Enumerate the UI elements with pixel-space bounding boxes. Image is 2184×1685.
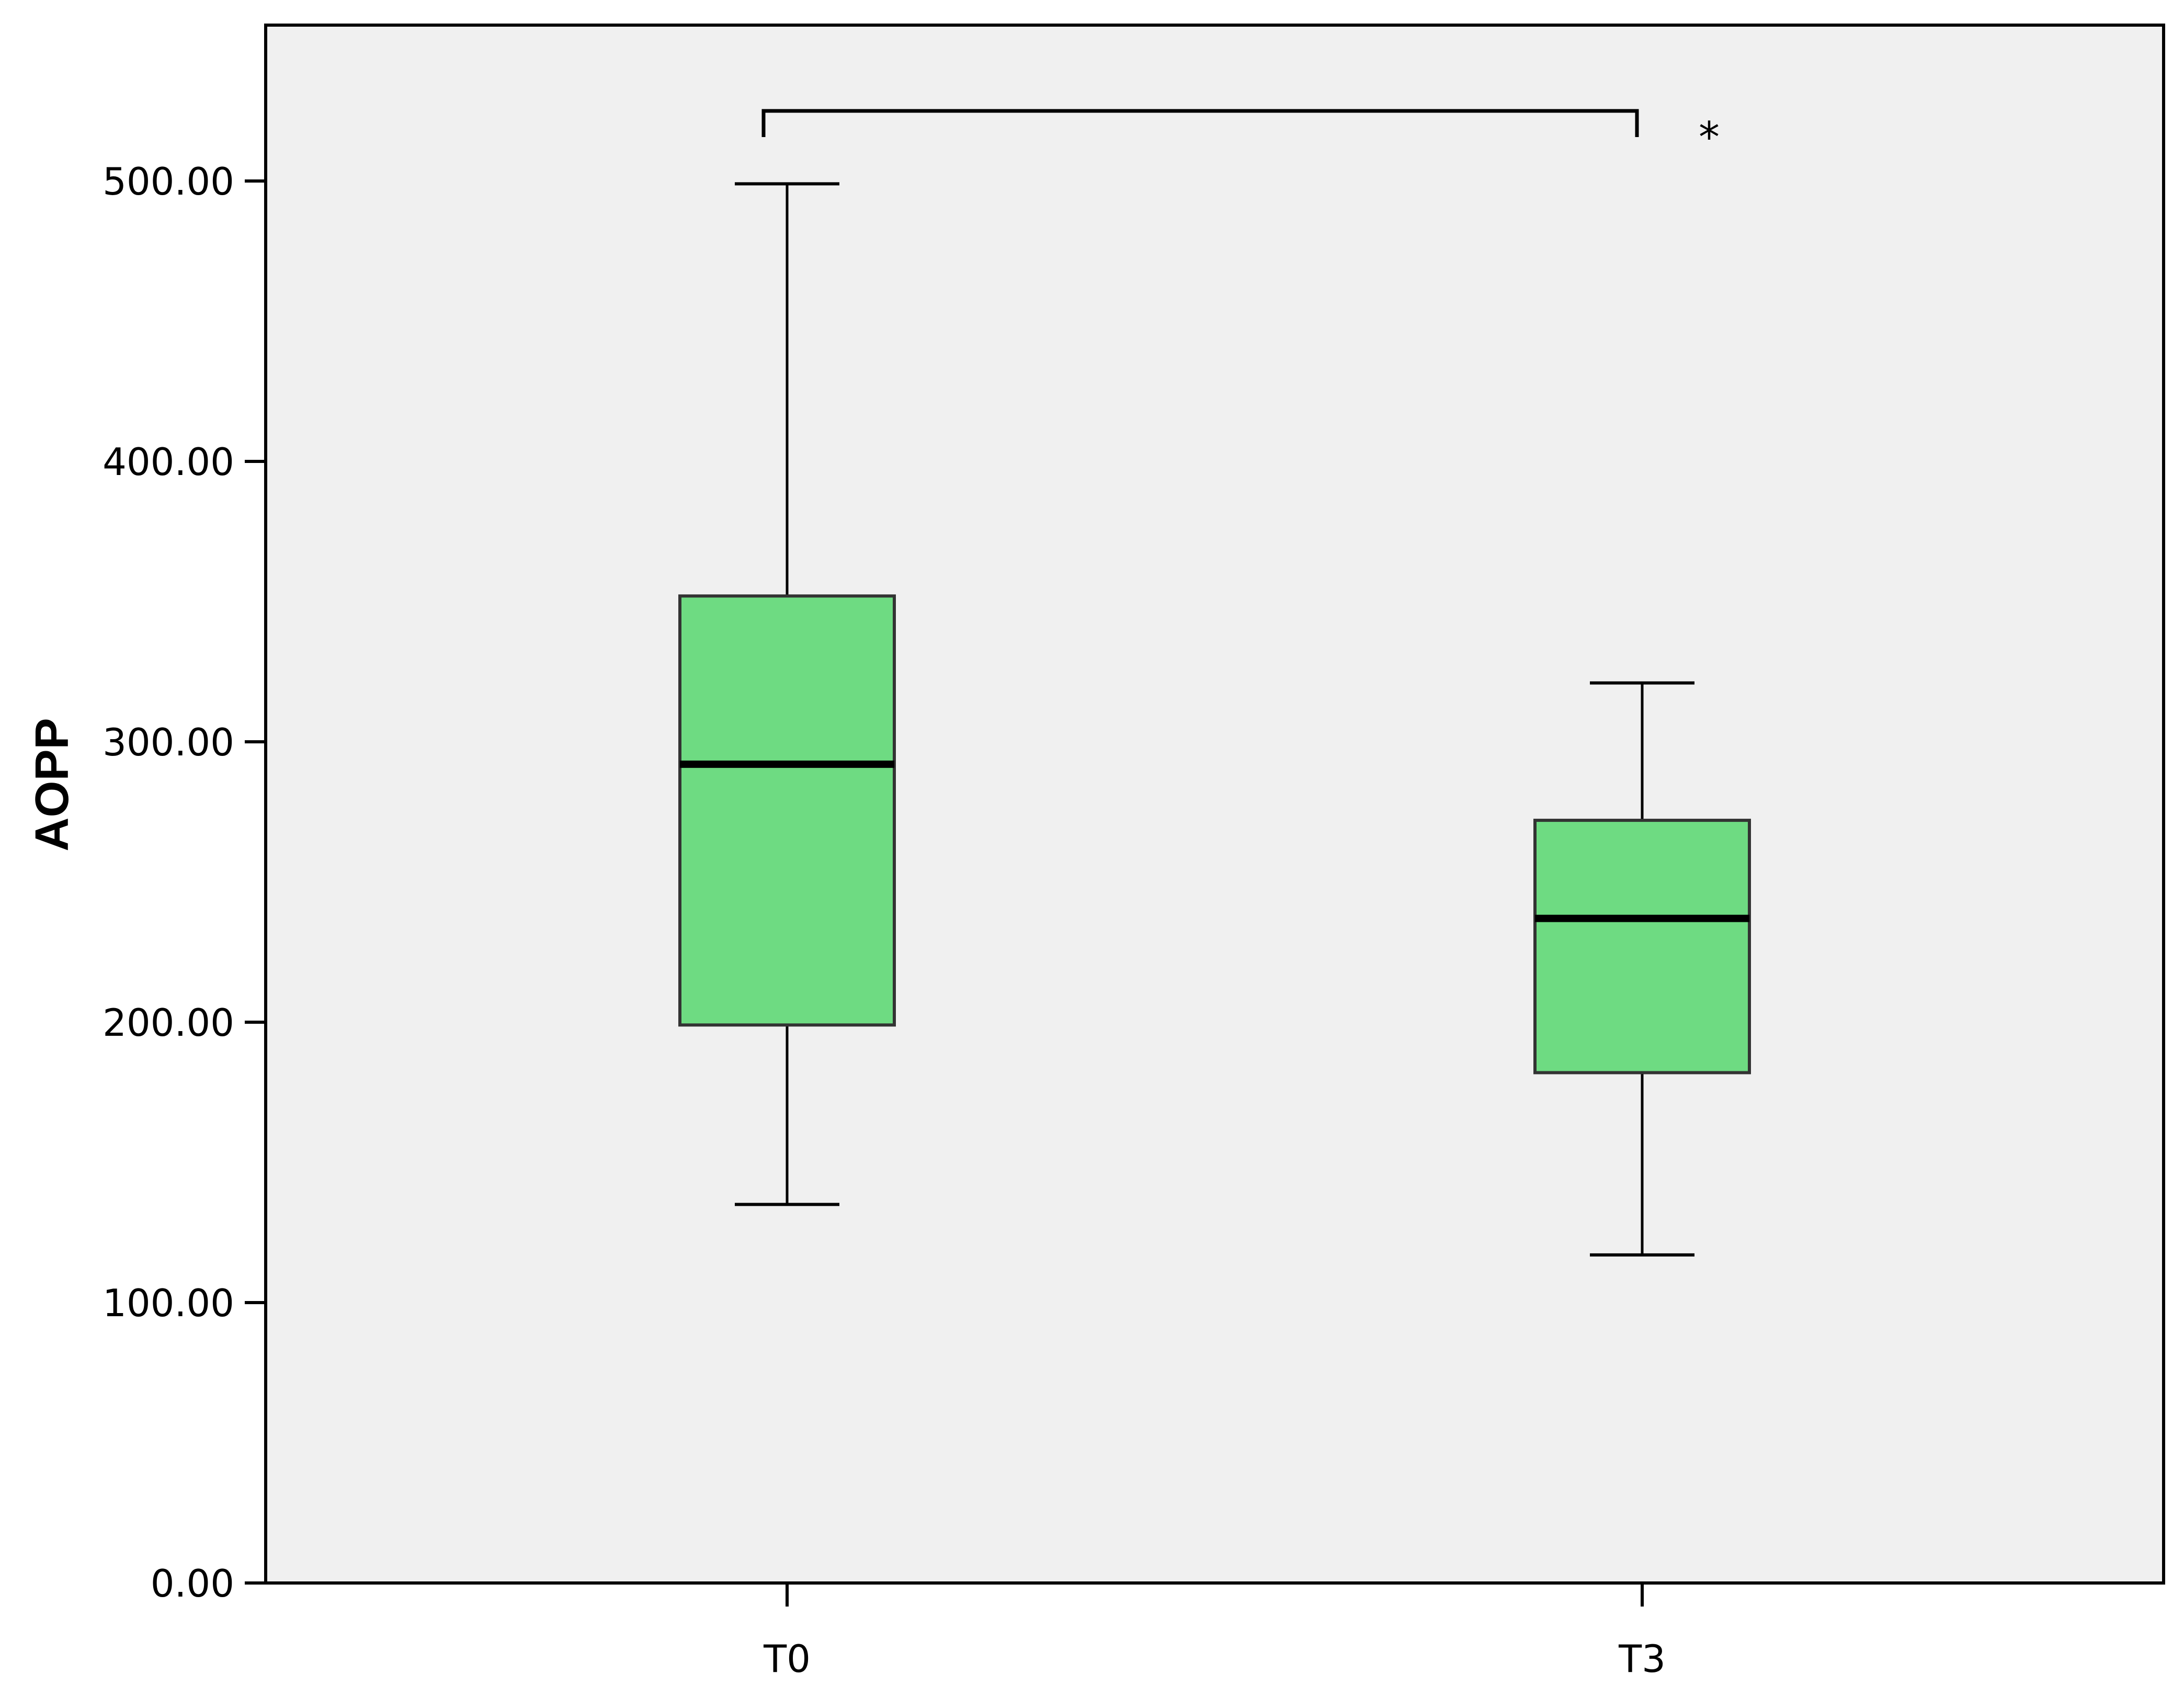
y-tick-label: 400.00 [103,440,234,484]
iqr-box [678,594,896,1027]
x-tick-label: T0 [763,1637,811,1681]
y-tick-label: 200.00 [103,1001,234,1045]
boxes-group [678,182,1751,1257]
y-axis: 0.00 100.00 200.00 300.00 400.00 500.00 [103,160,266,1605]
x-axis: T0 T3 [763,1583,1666,1681]
box-t0 [678,182,896,1206]
y-tick-label: 300.00 [103,720,234,764]
y-tick-label: 100.00 [103,1281,234,1325]
plot-area [264,24,2165,1585]
box-t3 [1533,681,1751,1257]
significance-bracket [761,109,1639,137]
iqr-box [1533,819,1751,1075]
y-tick-label: 500.00 [103,160,234,203]
significance-label: * [1699,113,1720,162]
x-tick-label: T3 [1618,1637,1666,1681]
significance-annotation: * [761,109,1720,162]
y-axis-title: AOPP [26,718,78,851]
y-tick-label: 0.00 [151,1562,234,1605]
